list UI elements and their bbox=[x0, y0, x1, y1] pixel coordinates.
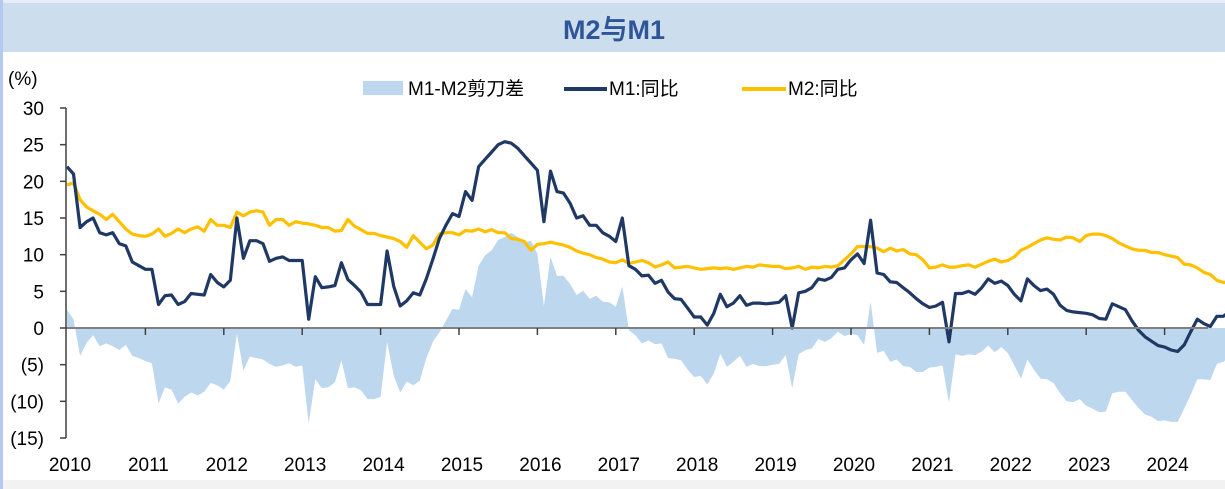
left-border bbox=[0, 0, 3, 489]
y-tick-label: (10) bbox=[10, 392, 44, 413]
y-tick-label: 10 bbox=[23, 246, 44, 267]
x-tick-label: 2014 bbox=[362, 455, 405, 476]
legend-label-gap: M1-M2剪刀差 bbox=[408, 78, 524, 100]
x-tick-label: 2013 bbox=[284, 455, 326, 476]
x-tick-label: 2017 bbox=[598, 455, 640, 476]
y-tick-label: 30 bbox=[23, 99, 44, 120]
legend: M1-M2剪刀差 M1:同比 M2:同比 bbox=[363, 78, 858, 100]
x-tick-label: 2022 bbox=[990, 455, 1032, 476]
x-tick-label: 2021 bbox=[911, 455, 953, 476]
plot-area bbox=[65, 140, 1225, 424]
legend-label-m2: M2:同比 bbox=[788, 78, 858, 100]
x-tick-label: 2024 bbox=[1146, 455, 1189, 476]
legend-label-m1: M1:同比 bbox=[609, 78, 679, 100]
legend-swatch-gap bbox=[363, 81, 403, 95]
title-band: M2与M1 bbox=[3, 3, 1225, 52]
axes: 2010 2011 2012 2013 2014 2015 2016 2017 2018 2019… bbox=[10, 99, 1208, 476]
x-tick-label: 2016 bbox=[519, 455, 561, 476]
y-tick-label: (15) bbox=[10, 429, 44, 450]
y-tick-label: 0 bbox=[33, 319, 44, 340]
y-tick-label: 5 bbox=[33, 282, 44, 303]
x-tick-label: 2012 bbox=[206, 455, 248, 476]
x-tick-label: 2020 bbox=[833, 455, 875, 476]
m1-line bbox=[65, 140, 1225, 354]
x-tick-label: 2015 bbox=[441, 455, 483, 476]
x-tick-label: 2018 bbox=[676, 455, 718, 476]
x-tick-label: 2011 bbox=[128, 455, 169, 476]
m2-line bbox=[66, 181, 1225, 285]
y-axis-unit-label: (%) bbox=[8, 69, 38, 90]
y-tick-label: 25 bbox=[23, 136, 44, 157]
x-tick-label: 2019 bbox=[754, 455, 796, 476]
bottom-strip bbox=[3, 480, 1225, 489]
x-tick-label: 2023 bbox=[1068, 455, 1110, 476]
y-tick-label: (5) bbox=[21, 356, 44, 377]
chart-title: M2与M1 bbox=[562, 15, 665, 45]
y-tick-label: 20 bbox=[23, 172, 44, 193]
y-tick-label: 15 bbox=[23, 209, 44, 230]
x-tick-label: 2010 bbox=[49, 455, 91, 476]
chart: (%) M1-M2剪刀差 M1:同比 M2:同比 2010 2011 2012 201… bbox=[8, 69, 1225, 476]
top-line bbox=[3, 0, 1225, 3]
